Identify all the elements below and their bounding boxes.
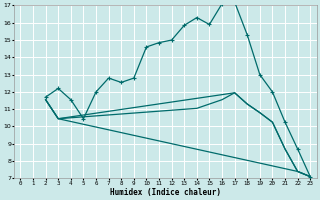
X-axis label: Humidex (Indice chaleur): Humidex (Indice chaleur): [110, 188, 221, 197]
